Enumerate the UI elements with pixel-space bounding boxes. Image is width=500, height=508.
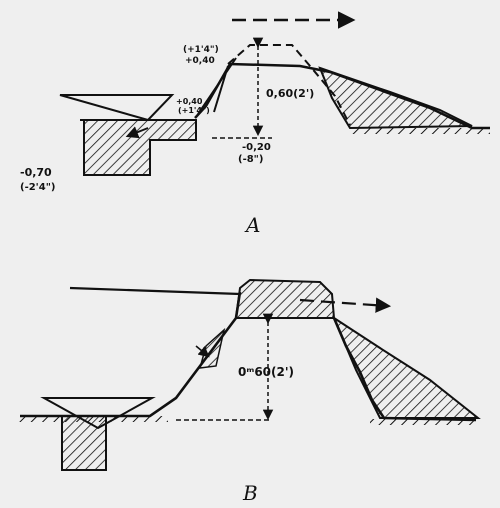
caption-a: A bbox=[244, 213, 260, 237]
ground-right-a bbox=[350, 128, 490, 134]
crest-dim-line1: (+1'4") bbox=[183, 45, 219, 55]
step-dim-line1: +0,40 bbox=[176, 97, 203, 106]
ground-right-b bbox=[370, 419, 480, 425]
water-surface-b bbox=[40, 397, 156, 430]
caption-b: B bbox=[242, 481, 258, 505]
figure-a: (+1'4") +0,40 +0,40 (+1'4") 0,60(2') -0,… bbox=[20, 11, 490, 237]
height-label-a: 0,60(2') bbox=[266, 87, 314, 100]
slope-lines-a bbox=[197, 57, 237, 115]
flow-line-b bbox=[69, 286, 241, 296]
slope-strip-b bbox=[198, 327, 226, 369]
trench-block-a bbox=[80, 119, 197, 176]
trench-dim-line1: -0,70 bbox=[20, 166, 52, 179]
trench-arrow-a bbox=[125, 126, 149, 139]
water-surface-a bbox=[59, 94, 175, 122]
crest-cap-b bbox=[234, 278, 336, 319]
slope-arrow-b bbox=[195, 345, 210, 358]
trench-dim-line2: (-2'4") bbox=[20, 182, 55, 193]
height-label-b: 0ᵐ60(2') bbox=[238, 365, 294, 379]
trench-block-b bbox=[61, 415, 107, 471]
step-dim-line2: (+1'4") bbox=[178, 106, 210, 115]
crest-dim-line2: +0,40 bbox=[185, 56, 215, 66]
flow-arrow-b bbox=[299, 297, 392, 313]
toe-dim-line2: (-8") bbox=[238, 154, 263, 165]
figure-b: 0ᵐ60(2') B bbox=[18, 278, 481, 505]
toe-dim-line1: -0,20 bbox=[242, 142, 271, 153]
deposit-wedge-b bbox=[331, 315, 481, 419]
